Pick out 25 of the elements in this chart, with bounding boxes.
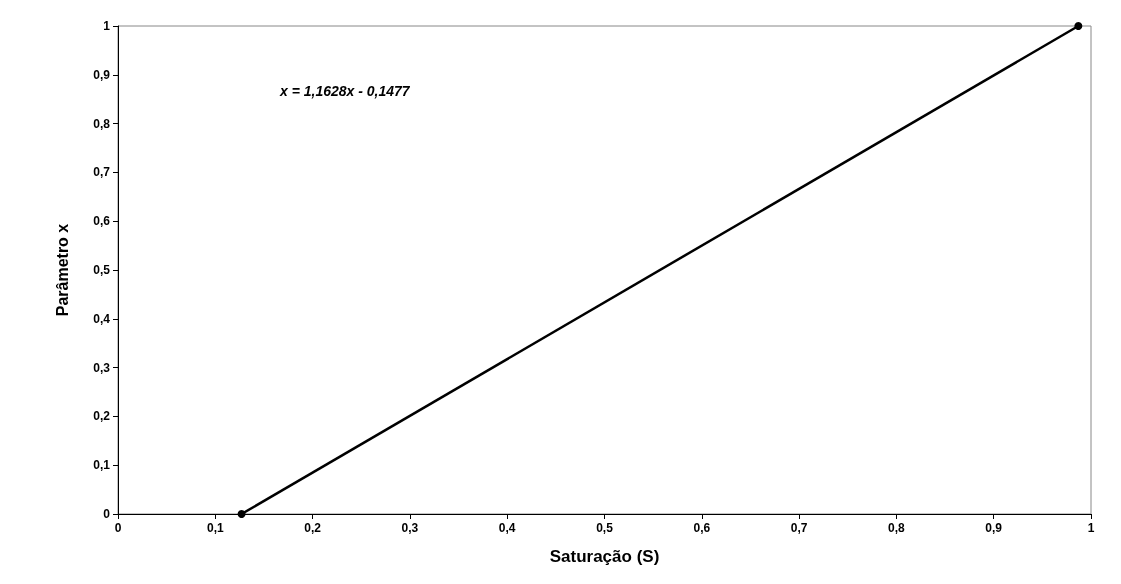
x-tick-label: 0,8 (888, 521, 906, 535)
x-tick-label: 1 (1087, 521, 1095, 535)
x-tick-label: 0,6 (693, 521, 711, 535)
x-tick-label: 0,7 (790, 521, 808, 535)
y-tick-label: 0,9 (93, 67, 111, 82)
y-tick-label: 0,8 (93, 116, 111, 131)
x-tick-label: 0,4 (498, 521, 516, 535)
y-tick-label: 0,3 (93, 360, 111, 375)
annotation: x = 1,1628x - 0,1477 (279, 83, 411, 99)
y-tick-label: 1 (103, 19, 111, 33)
x-tick-label: 0,1 (206, 521, 224, 535)
x-tick-label: 0,3 (401, 521, 419, 535)
x-tick-label: 0,9 (985, 521, 1003, 535)
y-tick-label: 0,6 (93, 214, 111, 229)
y-tick-label: 0,7 (93, 165, 111, 180)
y-tick-label: 0,5 (93, 263, 111, 277)
x-axis-title: Saturação (S) (549, 547, 660, 566)
x-tick-label: 0,5 (596, 521, 614, 535)
x-tick-label: 0,2 (304, 521, 322, 535)
y-tick-label: 0,1 (93, 458, 111, 473)
y-axis-title: Parâmetro x (53, 223, 71, 317)
x-tick-label: 0 (114, 521, 122, 535)
y-tick-label: 0 (103, 507, 111, 521)
y-tick-label: 0,2 (93, 409, 111, 424)
y-tick-label: 0,4 (93, 311, 111, 326)
